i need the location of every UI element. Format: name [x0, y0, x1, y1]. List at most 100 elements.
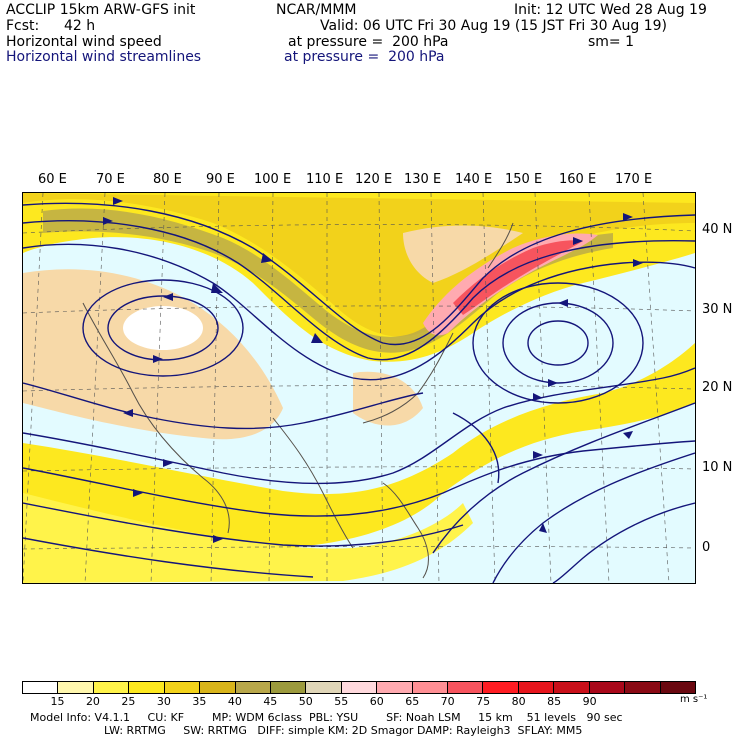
colorbar-label: 80	[511, 695, 526, 708]
lon-label: 60 E	[38, 172, 67, 187]
colorbar-label: 60	[369, 695, 384, 708]
field1-level: at pressure = 200 hPa	[288, 34, 449, 50]
colorbar-box	[306, 682, 342, 693]
lon-label: 90 E	[206, 172, 235, 187]
streamline	[432, 402, 695, 554]
model-info-line2: LW: RRTMG SW: RRTMG DIFF: simple KM: 2D …	[104, 724, 583, 737]
colorbar-box	[235, 682, 271, 693]
forecast-label: Fcst:	[6, 18, 40, 34]
arrow	[573, 237, 583, 245]
wind-band-75	[453, 240, 583, 315]
anticyclone-loop	[82, 279, 244, 377]
wind-map	[22, 192, 696, 584]
colorbar-box	[377, 682, 413, 693]
arrow	[153, 355, 163, 363]
colorbar-box	[58, 682, 94, 693]
lat-line	[23, 305, 695, 314]
lon-line	[23, 193, 44, 583]
anticyclone-loop	[527, 320, 589, 366]
arrow	[163, 293, 173, 301]
lon-label: 110 E	[306, 172, 344, 187]
lon-line	[430, 193, 440, 583]
field2-name: Horizontal wind streamlines	[6, 49, 202, 65]
colorbar-box	[412, 682, 449, 693]
colorbar-label: 75	[476, 695, 491, 708]
coastline	[82, 302, 230, 534]
lat-label: 0	[702, 540, 711, 555]
lon-label: 150 E	[505, 172, 543, 187]
lon-label: 160 E	[559, 172, 597, 187]
center-name: NCAR/MMM	[276, 2, 357, 18]
arrow	[103, 217, 113, 225]
arrow	[133, 489, 143, 497]
streamline-arrows	[103, 197, 643, 543]
streamline	[23, 537, 314, 578]
coastlines	[82, 222, 514, 579]
colorbar-box	[341, 682, 378, 693]
valid-time: Valid: 06 UTC Fri 30 Aug 19 (15 JST Fri …	[320, 18, 668, 34]
wind-speed-colorbar	[22, 681, 696, 694]
lon-label: 70 E	[96, 172, 125, 187]
streamline	[23, 220, 695, 361]
arrow	[533, 451, 543, 459]
arrow	[623, 213, 633, 221]
lat-label: 20 N	[702, 380, 733, 395]
lon-label: 170 E	[615, 172, 653, 187]
coastline	[487, 222, 514, 269]
lon-line	[150, 193, 166, 583]
colorbar-box	[448, 682, 484, 693]
arrow	[633, 259, 643, 267]
lon-line	[268, 193, 274, 583]
lon-line	[210, 193, 220, 583]
lon-line	[84, 193, 106, 583]
colorbar-label: 50	[298, 695, 313, 708]
lon-line	[642, 193, 670, 583]
colorbar-label: 15	[50, 695, 65, 708]
colorbar-box	[483, 682, 519, 693]
arrow	[623, 431, 633, 439]
colorbar-label: 25	[121, 695, 136, 708]
lon-line	[482, 193, 496, 583]
graticule	[23, 193, 695, 583]
lon-label: 140 E	[455, 172, 493, 187]
colorbar-label: 65	[405, 695, 420, 708]
wind-band-25	[23, 343, 695, 549]
coastline	[272, 417, 354, 549]
coastline	[382, 482, 429, 579]
colorbar-box	[164, 682, 201, 693]
lon-label: 120 E	[355, 172, 393, 187]
colorbar-label: 55	[334, 695, 349, 708]
field2-level: at pressure = 200 hPa	[284, 49, 445, 65]
streamline	[23, 382, 424, 430]
colorbar-label: 85	[547, 695, 562, 708]
coastline	[362, 332, 454, 424]
arrow	[123, 409, 133, 417]
colorbar-box	[554, 682, 590, 693]
anticyclone-loop	[107, 295, 219, 361]
streamline	[23, 502, 464, 547]
lon-label: 80 E	[153, 172, 182, 187]
colorbar-box	[518, 682, 555, 693]
arrow	[548, 379, 558, 387]
model-title: ACCLIP 15km ARW-GFS init	[6, 2, 196, 18]
arrow	[539, 523, 547, 533]
lat-line	[23, 385, 695, 392]
lon-line	[378, 193, 384, 583]
colorbar-box	[660, 682, 696, 693]
lat-label: 10 N	[702, 460, 733, 475]
wind-map-canvas	[23, 193, 695, 583]
streamline	[552, 502, 695, 583]
lat-label: 40 N	[702, 222, 733, 237]
forecast-value: 42 h	[64, 18, 96, 34]
colorbar-label: 90	[582, 695, 597, 708]
colorbar-label: 40	[227, 695, 242, 708]
streamlines	[23, 202, 695, 583]
lon-line	[534, 193, 552, 583]
arrow	[213, 535, 223, 543]
calm-core	[513, 305, 603, 381]
arrow	[163, 459, 173, 467]
colorbar-box	[589, 682, 626, 693]
colorbar-label: 70	[440, 695, 455, 708]
lon-label: 130 E	[404, 172, 442, 187]
colorbar-unit: m s⁻¹	[680, 694, 708, 705]
